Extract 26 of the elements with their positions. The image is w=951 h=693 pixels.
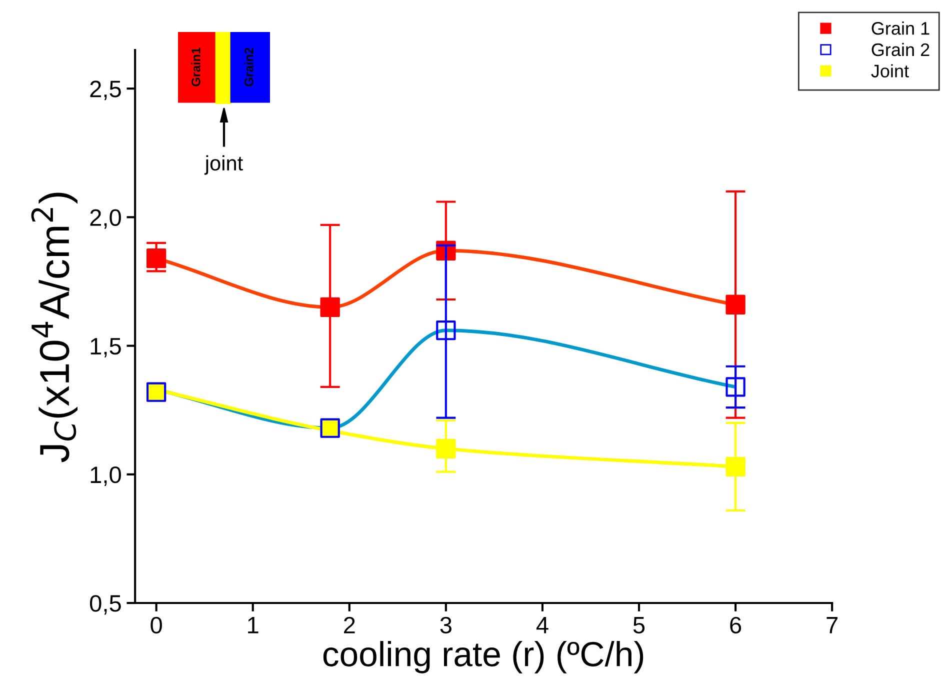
point [436,320,456,340]
y-tick-label: 0,5 [90,595,121,615]
y-tick-label: 2,5 [90,80,121,100]
annotation: Grain1 [191,48,200,86]
legend-label: Grain 1 [872,22,930,35]
legend-label: Grain 2 [872,42,930,56]
x-tick-label: 7 [826,617,838,634]
point [436,438,456,459]
x-tick-label: 4 [536,617,548,634]
point [726,456,746,477]
x-tick-label: 2 [344,616,355,634]
annotation: joint [204,155,243,175]
legend-label: Joint [871,64,909,78]
y-tick-label: 2,0 [90,209,121,229]
point [726,377,746,397]
x-tick-label: 1 [248,617,258,634]
x-tick-label: 5 [633,617,645,634]
y-tick-label: 1,0 [90,466,121,486]
x-tick-label: 3 [440,616,452,634]
y-tick-label: 1,5 [90,338,121,358]
x-tick-label: 6 [730,616,742,634]
point [726,294,746,314]
y-axis-title: J$_{C}$(x10$^{4}$A/cm$^{2}$) [31,192,78,462]
x-tick-label: 0 [150,616,162,634]
x-axis-title: cooling rate (r) (ºC/h) [323,640,644,674]
annotation: Grain2 [244,48,254,86]
